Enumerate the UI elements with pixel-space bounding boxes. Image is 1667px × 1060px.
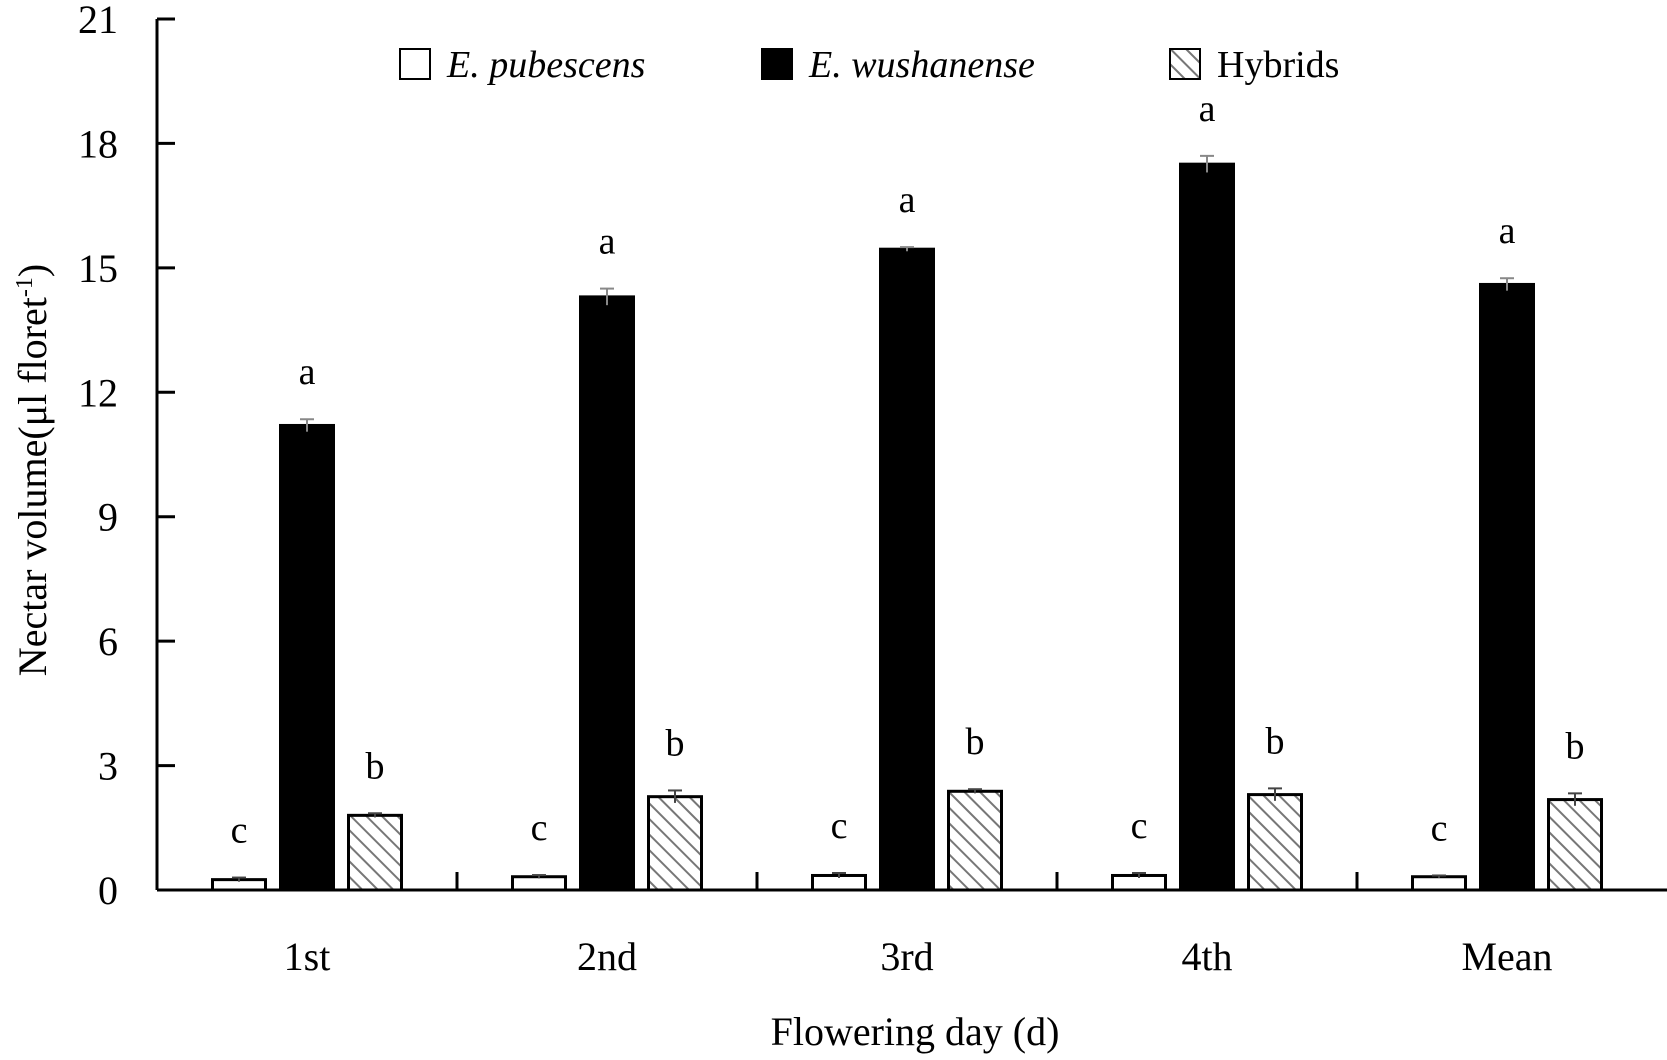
- bar: [511, 875, 567, 892]
- significance-letter: b: [366, 745, 385, 787]
- significance-letter: b: [966, 721, 985, 763]
- significance-letter: a: [1499, 210, 1516, 252]
- significance-letter: c: [531, 807, 548, 849]
- legend-label: E. pubescens: [446, 44, 645, 86]
- bar: [947, 789, 1003, 892]
- bar: [1179, 162, 1235, 892]
- bar: [347, 813, 403, 892]
- significance-letter: a: [899, 179, 916, 221]
- bar: [1547, 798, 1603, 892]
- significance-letter: c: [231, 810, 248, 852]
- y-tick-label: 12: [78, 370, 118, 415]
- axes: 0 3 6 9 12 15 18 21 1st 2nd 3rd 4th Mean: [78, 0, 1667, 979]
- significance-letter: c: [831, 805, 848, 847]
- legend-label: Hybrids: [1217, 44, 1339, 86]
- significance-letter: c: [1431, 807, 1448, 849]
- bar: [1247, 793, 1303, 892]
- legend: E. pubescens E. wushanense Hybrids: [399, 44, 1339, 86]
- y-tick-label: 15: [78, 246, 118, 291]
- significance-letter: a: [299, 351, 316, 393]
- bar: [879, 247, 935, 892]
- bar: [1479, 282, 1535, 892]
- significance-letter: b: [1566, 725, 1585, 767]
- legend-swatch: [1169, 48, 1201, 80]
- x-tick-label: Mean: [1461, 934, 1552, 979]
- x-tick-label: 4th: [1181, 934, 1232, 979]
- legend-swatch: [399, 48, 431, 80]
- bars: c a b c a b c a b c a b c a b: [211, 88, 1603, 892]
- y-tick-label: 0: [98, 868, 118, 913]
- bar: [647, 795, 703, 892]
- bar: [1411, 875, 1467, 892]
- y-axis-label: Nectar volume(μl floret-1): [10, 264, 55, 676]
- y-tick-label: 3: [98, 744, 118, 789]
- y-tick-label: 9: [98, 495, 118, 540]
- significance-letter: c: [1131, 805, 1148, 847]
- x-tick-label: 2nd: [577, 934, 637, 979]
- significance-letter: b: [666, 722, 685, 764]
- y-axis-label-superscript: -1: [12, 277, 38, 297]
- y-tick-label: 21: [78, 0, 118, 42]
- bar: [579, 295, 635, 892]
- y-tick-label: 18: [78, 121, 118, 166]
- x-tick-label: 1st: [284, 934, 331, 979]
- bar: [279, 423, 335, 892]
- legend-label: E. wushanense: [808, 44, 1035, 86]
- significance-letter: b: [1266, 720, 1285, 762]
- significance-letter: a: [1199, 88, 1216, 130]
- significance-letter: a: [599, 221, 616, 263]
- legend-swatch: [761, 48, 793, 80]
- y-tick-label: 6: [98, 619, 118, 664]
- x-tick-label: 3rd: [880, 934, 933, 979]
- x-axis-label: Flowering day (d): [771, 1009, 1060, 1054]
